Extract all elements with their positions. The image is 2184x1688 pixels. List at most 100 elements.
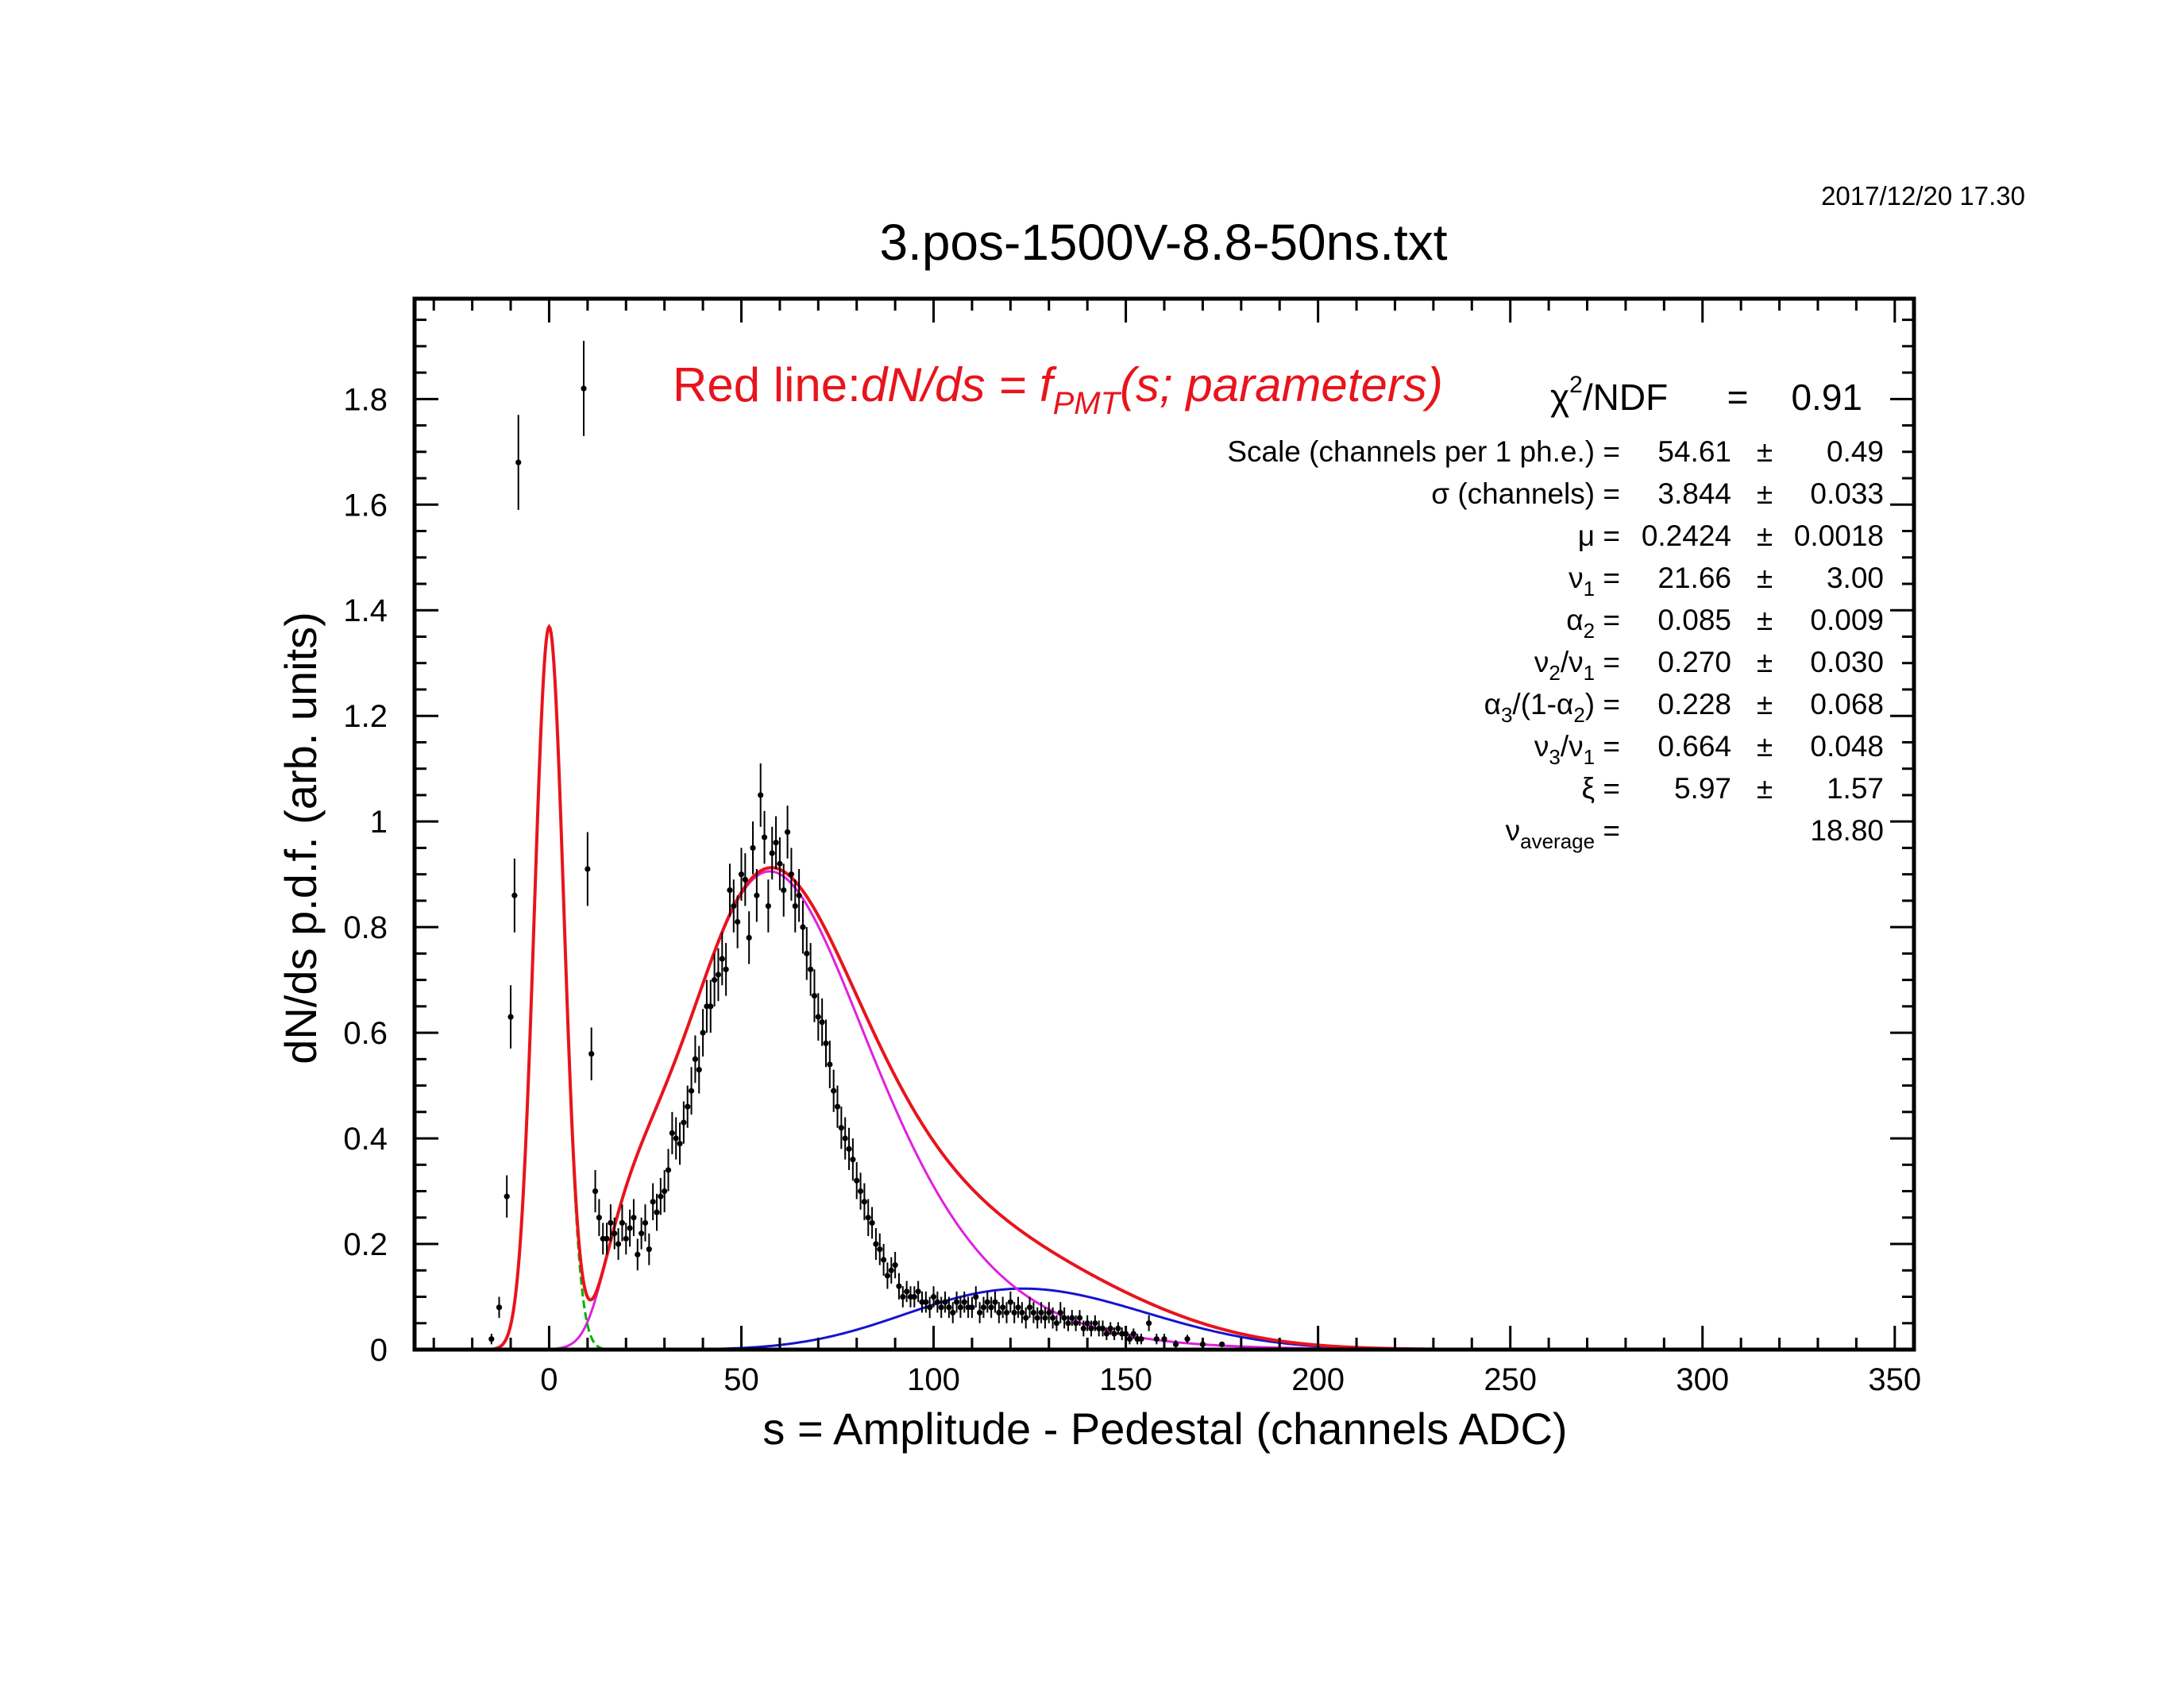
fit-row-label: ν1 = (1569, 562, 1620, 601)
data-point (635, 1251, 641, 1257)
fit-row-label-part: = (1595, 646, 1620, 678)
data-point (915, 1288, 921, 1295)
y-tick-label: 0.8 (343, 910, 388, 945)
data-point (738, 871, 745, 878)
data-point (1015, 1304, 1021, 1311)
data-point (973, 1293, 979, 1300)
fit-row-label-subscript: 3 (1501, 703, 1512, 727)
data-point (923, 1299, 929, 1305)
data-point (957, 1304, 964, 1311)
data-point (950, 1309, 956, 1316)
data-point (723, 966, 729, 972)
data-point (623, 1235, 629, 1242)
data-point (742, 876, 748, 883)
fit-row-value: 21.66 (1657, 562, 1731, 594)
data-point (1046, 1309, 1052, 1316)
data-point (673, 1135, 679, 1141)
data-point (619, 1219, 626, 1226)
data-point (769, 850, 775, 856)
data-point (850, 1157, 856, 1163)
fit-row-label-part: /ν (1561, 646, 1584, 678)
fit-row-label: ν3/ν1 = (1534, 730, 1620, 769)
legend-formula-subscript: PMT (1053, 386, 1122, 421)
data-point (1069, 1315, 1075, 1321)
data-point (904, 1288, 910, 1295)
data-point (719, 956, 725, 962)
y-axis-label: dN/ds p.d.f. (arb. units) (276, 612, 326, 1064)
fit-row-plusminus: ± (1757, 604, 1773, 636)
data-point (1092, 1320, 1098, 1327)
data-point (696, 1067, 702, 1073)
data-point (1126, 1336, 1133, 1342)
data-point (646, 1246, 652, 1253)
data-point (727, 887, 733, 894)
x-tick-label: 50 (723, 1362, 759, 1397)
x-tick-label: 300 (1676, 1362, 1729, 1397)
data-point (662, 1188, 668, 1195)
y-tick-label: 0.6 (343, 1016, 388, 1051)
data-point (969, 1304, 975, 1311)
fit-row-error: 0.009 (1810, 604, 1884, 636)
y-axis: 0 0.2 0.4 0.6 0.8 1 1.2 1.4 1.6 1.8 (343, 319, 1914, 1368)
data-point (735, 918, 741, 925)
chi2-label: χ2/NDF (1550, 372, 1668, 418)
data-point (934, 1299, 940, 1305)
data-point (511, 892, 518, 898)
fit-row-label-part: /ν (1561, 730, 1584, 763)
fit-row-label-subscript: 2 (1573, 703, 1584, 727)
x-axis-label: s = Amplitude - Pedestal (channels ADC) (762, 1404, 1567, 1454)
legend-red-line-label: Red line: (673, 358, 861, 411)
fit-row-value: 18.80 (1810, 814, 1884, 847)
data-point (953, 1299, 960, 1305)
data-point (1130, 1331, 1136, 1337)
fit-row-label-part: ) = (1585, 688, 1620, 720)
fit-row-label-subscript: 2 (1584, 619, 1595, 643)
fit-row-label-part: ν (1534, 730, 1549, 763)
data-point (938, 1304, 944, 1311)
data-point (884, 1273, 891, 1279)
data-point (1172, 1341, 1179, 1347)
data-point (1030, 1309, 1037, 1316)
data-point (911, 1293, 917, 1300)
fit-row-label-subscript: 1 (1584, 661, 1595, 685)
data-point (608, 1219, 614, 1226)
data-point (731, 902, 737, 910)
data-point (1088, 1325, 1094, 1332)
data-point (765, 902, 771, 910)
data-point (1011, 1309, 1017, 1316)
data-point (665, 1167, 672, 1173)
fit-row-plusminus: ± (1757, 520, 1773, 552)
fit-row-label-part: = (1595, 604, 1620, 636)
data-point (1053, 1320, 1060, 1327)
chart-title: 3.pos-1500V-8.8-50ns.txt (879, 214, 1447, 271)
data-point (869, 1219, 875, 1226)
data-point (746, 934, 752, 941)
data-point (488, 1336, 495, 1342)
data-point (815, 1014, 821, 1020)
data-point (1007, 1299, 1013, 1305)
data-point (819, 1019, 825, 1026)
legend-formula-tail: (s; parameters) (1120, 358, 1443, 411)
data-point (712, 977, 718, 983)
fit-row-label-part: = (1595, 730, 1620, 763)
chi2-value: 0.91 (1791, 377, 1862, 418)
fit-row-error: 0.048 (1810, 730, 1884, 763)
data-point (642, 1219, 649, 1226)
data-point (654, 1209, 660, 1215)
data-point (1042, 1315, 1048, 1321)
data-point (842, 1135, 848, 1141)
data-point (1111, 1331, 1117, 1337)
data-point (627, 1225, 633, 1231)
data-point (615, 1241, 622, 1247)
y-tick-label: 1 (370, 805, 388, 840)
data-point (988, 1304, 994, 1311)
fit-row-label: νaverage = (1506, 814, 1620, 853)
fit-row-label: α2 = (1566, 604, 1620, 643)
data-point (585, 866, 591, 872)
fit-row-error: 1.57 (1827, 772, 1884, 805)
fit-row-error: 0.068 (1810, 688, 1884, 720)
fit-row-label: Scale (channels per 1 ph.e.) = (1227, 435, 1620, 468)
data-point (761, 834, 768, 840)
data-point (788, 871, 795, 878)
y-tick-label: 0.2 (343, 1227, 388, 1262)
